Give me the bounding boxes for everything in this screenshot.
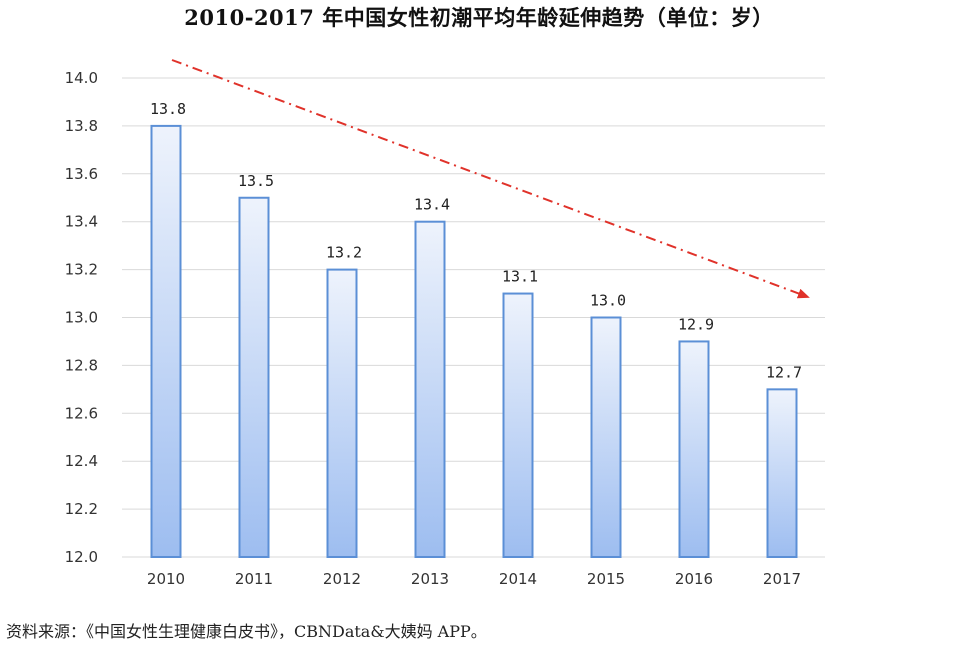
source-note: 资料来源：《中国女性生理健康白皮书》，CBNData&大姨妈 APP。: [6, 622, 487, 641]
data-label-2011: 13.5: [238, 172, 274, 190]
x-tick-label: 2017: [763, 570, 801, 588]
x-tick-label: 2010: [147, 570, 185, 588]
y-tick-label: 12.4: [65, 452, 98, 470]
bar-2010: [150, 124, 182, 559]
y-tick-label: 13.0: [65, 309, 98, 327]
data-label-2012: 13.2: [326, 244, 362, 262]
bar-2012: [326, 268, 358, 558]
x-tick-label: 2013: [411, 570, 449, 588]
bar-chart: 12.0 12.2 12.4 12.6 12.8 13.0 13.2 13.4 13.6 13.8…: [65, 59, 825, 588]
x-tick-label: 2015: [587, 570, 625, 588]
x-tick-label: 2011: [235, 570, 273, 588]
y-axis-ticks: 12.0 12.2 12.4 12.6 12.8 13.0 13.2 13.4 13.6 13.8…: [65, 69, 98, 566]
data-labels: 13.8 13.5 13.2 13.4 13.1 13.0 12.9 12.7: [150, 100, 802, 381]
bar-2015: [590, 316, 622, 558]
bar-2017: [766, 388, 798, 558]
bar-2013: [414, 220, 446, 558]
data-label-2013: 13.4: [414, 196, 450, 214]
x-tick-label: 2014: [499, 570, 537, 588]
bar-2014: [502, 292, 534, 558]
y-tick-label: 12.0: [65, 548, 98, 566]
y-tick-label: 12.2: [65, 500, 98, 518]
y-tick-label: 13.4: [65, 213, 98, 231]
gridlines: [122, 77, 825, 558]
bars: [150, 124, 798, 559]
x-tick-label: 2016: [675, 570, 713, 588]
x-axis-ticks: 2010 2011 2012 2013 2014 2015 2016 2017: [147, 570, 801, 588]
data-label-2017: 12.7: [766, 363, 802, 381]
y-tick-label: 13.2: [65, 261, 98, 279]
y-tick-label: 12.6: [65, 404, 98, 422]
data-label-2010: 13.8: [150, 100, 186, 118]
data-label-2014: 13.1: [502, 268, 538, 286]
trend-arrow: [171, 59, 810, 299]
data-label-2016: 12.9: [678, 315, 714, 333]
y-tick-label: 13.6: [65, 165, 98, 183]
y-tick-label: 12.8: [65, 356, 98, 374]
chart-title: 2010-2017 年中国女性初潮平均年龄延伸趋势（单位：岁）: [184, 5, 774, 30]
bar-2011: [238, 196, 270, 558]
y-tick-label: 13.8: [65, 117, 98, 135]
data-label-2015: 13.0: [590, 292, 626, 310]
bar-2016: [678, 340, 710, 559]
y-tick-label: 14.0: [65, 69, 98, 87]
x-tick-label: 2012: [323, 570, 361, 588]
